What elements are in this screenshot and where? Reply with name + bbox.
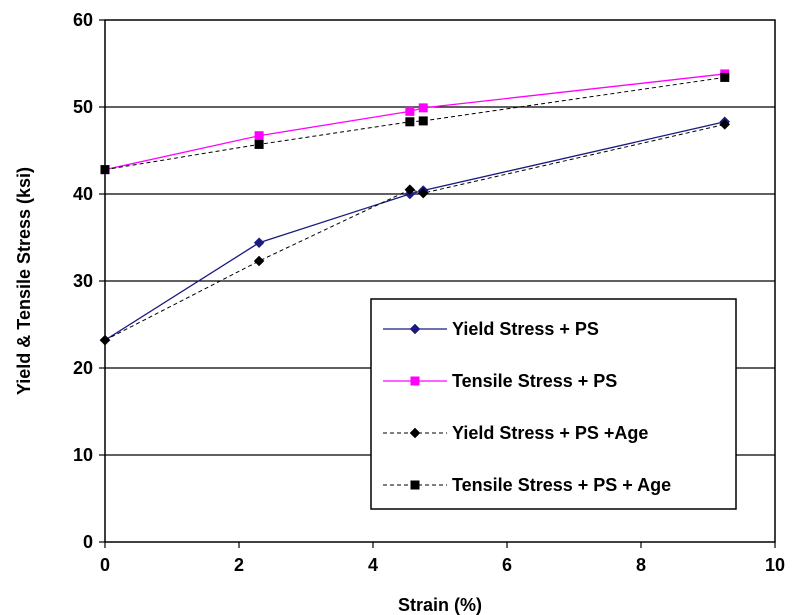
legend-label: Tensile Stress + PS + Age: [452, 475, 671, 495]
x-axis-ticks: 0 2 4 6 8 10: [100, 542, 785, 575]
data-point-marker: [253, 255, 265, 267]
data-point-marker: [418, 103, 428, 113]
y-tick-label: 20: [73, 358, 93, 378]
legend-label: Tensile Stress + PS: [452, 371, 617, 391]
legend-label: Yield Stress + PS +Age: [452, 423, 648, 443]
data-point-marker: [254, 139, 264, 149]
legend-entry: Tensile Stress + PS + Age: [383, 475, 671, 495]
data-point-marker: [100, 165, 110, 175]
data-point-marker: [405, 117, 415, 127]
data-point-marker: [405, 106, 415, 116]
legend-entry: Tensile Stress + PS: [383, 371, 617, 391]
data-point-marker: [404, 184, 416, 196]
legend-entry: Yield Stress + PS: [383, 319, 599, 339]
legend-box: [370, 298, 737, 510]
data-point-marker: [253, 237, 265, 249]
data-point-marker: [720, 72, 730, 82]
series-tensile-stress-ps: [100, 69, 730, 175]
x-tick-label: 10: [765, 555, 785, 575]
data-point-marker: [254, 131, 264, 141]
y-tick-label: 0: [83, 532, 93, 552]
data-point-marker: [409, 427, 421, 439]
y-axis-label: Yield & Tensile Stress (ksi): [14, 167, 34, 395]
legend: Yield Stress + PS Tensile Stress + PS Yiel…: [370, 298, 737, 510]
x-tick-label: 0: [100, 555, 110, 575]
x-tick-label: 6: [502, 555, 512, 575]
y-tick-label: 60: [73, 10, 93, 30]
y-tick-label: 30: [73, 271, 93, 291]
series-layer: [99, 69, 731, 346]
legend-entry: Yield Stress + PS +Age: [383, 423, 648, 443]
y-axis-ticks: 0 10 20 30 40 50 60: [73, 10, 105, 552]
data-point-marker: [418, 116, 428, 126]
data-point-marker: [417, 187, 429, 199]
y-tick-label: 10: [73, 445, 93, 465]
x-tick-label: 2: [234, 555, 244, 575]
data-point-marker: [409, 323, 421, 335]
data-point-marker: [410, 480, 420, 490]
series-line: [104, 73, 725, 171]
legend-label: Yield Stress + PS: [452, 319, 599, 339]
data-point-marker: [719, 119, 731, 130]
series-tensile-stress-ps-age: [100, 72, 730, 175]
x-axis-label: Strain (%): [398, 595, 482, 615]
x-tick-label: 8: [636, 555, 646, 575]
data-point-marker: [99, 334, 111, 346]
x-tick-label: 4: [368, 555, 378, 575]
series-line: [104, 123, 725, 341]
series-yield-stress-ps-age: [99, 119, 731, 346]
y-tick-label: 40: [73, 184, 93, 204]
data-point-marker: [410, 376, 420, 386]
series-line: [104, 76, 725, 171]
y-tick-label: 50: [73, 97, 93, 117]
